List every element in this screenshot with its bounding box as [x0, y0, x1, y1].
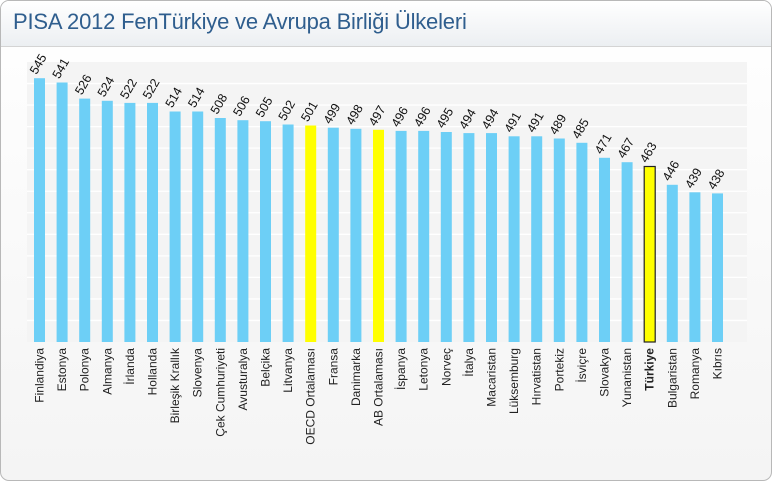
bar-value-label: 497	[366, 103, 389, 128]
category-label: Türkiye	[643, 348, 657, 391]
bar-value-label: 508	[208, 91, 231, 116]
category-label: OECD Ortalaması	[304, 348, 318, 445]
title-bar: PISA 2012 FenTürkiye ve Avrupa Birliği Ü…	[1, 1, 771, 47]
bar-value-label: 502	[276, 98, 299, 123]
bar	[34, 78, 45, 342]
bar-value-label: 501	[298, 99, 321, 124]
category-label: Fransa	[326, 348, 340, 386]
bar	[79, 98, 91, 342]
bar	[373, 129, 384, 342]
category-label: İtalya	[462, 348, 476, 377]
category-label: Slovakya	[598, 348, 612, 397]
bar	[508, 136, 520, 342]
bar	[553, 138, 565, 342]
bar	[124, 102, 136, 343]
bar	[712, 193, 723, 342]
bar	[486, 133, 497, 342]
category-label: Estonya	[55, 348, 69, 392]
category-label: Avusturalya	[236, 348, 250, 411]
category-label: Danimarka	[349, 348, 363, 406]
bar	[643, 165, 656, 343]
bar-value-label: 522	[117, 76, 140, 101]
bar	[237, 120, 249, 342]
bar-value-label: 541	[50, 56, 73, 81]
bar	[395, 130, 407, 342]
bar	[282, 124, 294, 342]
category-label: Slovenya	[191, 348, 205, 398]
bar	[192, 111, 204, 342]
category-label: Polonya	[78, 348, 92, 392]
bar	[621, 162, 633, 342]
category-label: Lüksemburg	[507, 348, 521, 414]
bar	[418, 130, 430, 342]
bar	[599, 157, 610, 342]
bar-value-label: 505	[253, 95, 276, 120]
bar	[169, 111, 181, 342]
bar-value-label: 522	[140, 76, 163, 101]
bar	[350, 128, 362, 342]
bar-value-label: 446	[660, 158, 683, 183]
category-label: Bulgaristan	[665, 348, 679, 408]
bar	[147, 102, 158, 343]
category-label: Hollanda	[146, 348, 160, 396]
bar-value-label: 485	[569, 116, 592, 141]
category-label: Hırvatistan	[530, 348, 544, 405]
category-label: Finlandiya	[33, 348, 47, 403]
bar-value-label: 514	[163, 85, 186, 110]
category-label: Almanya	[100, 348, 114, 395]
bar	[56, 82, 68, 342]
bar	[531, 136, 543, 342]
bar-value-label: 438	[705, 167, 728, 192]
bar-value-label: 471	[592, 131, 615, 156]
category-label: Norveç	[439, 348, 453, 386]
category-label: İspanya	[394, 348, 408, 390]
category-label: Belçika	[259, 348, 273, 387]
category-label: Letonya	[417, 348, 431, 391]
bar-value-label: 491	[524, 110, 547, 135]
bar-value-label: 491	[502, 110, 525, 135]
category-label: Yunanistan	[620, 348, 634, 407]
bar	[689, 192, 701, 342]
bar	[214, 118, 226, 342]
bar-value-label: 526	[72, 72, 95, 97]
category-label: İrlanda	[123, 348, 137, 385]
bar	[666, 184, 678, 342]
category-label: Romanya	[688, 348, 702, 400]
category-label: Portekiz	[552, 348, 566, 391]
bar-value-label: 463	[637, 140, 660, 165]
bar-value-label: 524	[95, 74, 118, 99]
category-label: AB Ortalaması	[372, 348, 386, 426]
bar-value-label: 489	[547, 112, 570, 137]
category-label: Litvanya	[281, 348, 295, 393]
category-label: İsviçre	[575, 348, 589, 383]
bar-value-label: 498	[343, 102, 366, 127]
bar	[305, 125, 317, 342]
bar-value-label: 496	[411, 104, 434, 129]
bar	[101, 100, 113, 342]
category-label: Birleşik Krallık	[168, 347, 182, 423]
chart-title: PISA 2012 FenTürkiye ve Avrupa Birliği Ü…	[13, 9, 467, 34]
bar	[576, 142, 588, 342]
bar	[327, 127, 339, 342]
category-label: Macaristan	[485, 348, 499, 407]
bar	[260, 121, 271, 342]
bar-value-label: 506	[230, 94, 253, 119]
bar-value-label: 467	[615, 136, 638, 161]
bar-value-label: 494	[479, 106, 502, 131]
bar	[463, 133, 475, 342]
bar-value-label: 545	[27, 52, 50, 77]
category-label: Kıbrıs	[711, 348, 725, 379]
category-label: Çek Cumhuriyeti	[213, 348, 227, 437]
bar-value-label: 496	[389, 104, 412, 129]
bar-value-label: 494	[456, 106, 479, 131]
bar-value-label: 514	[185, 85, 208, 110]
bar	[440, 132, 452, 342]
